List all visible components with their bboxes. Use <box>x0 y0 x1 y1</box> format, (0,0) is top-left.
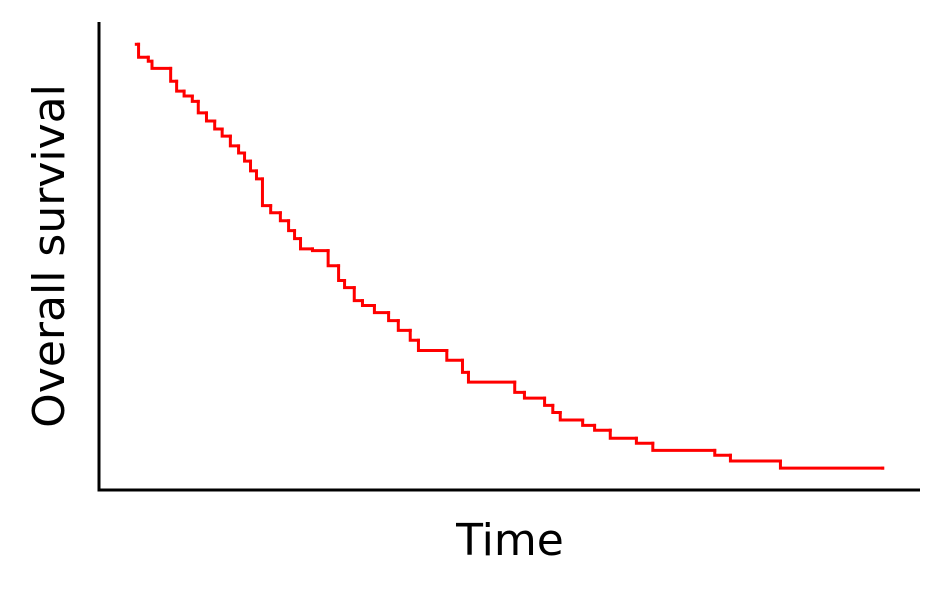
survival-step <box>522 390 547 400</box>
survival-step <box>310 247 330 253</box>
survival-step <box>293 229 303 241</box>
survival-step <box>220 127 232 138</box>
survival-step <box>150 59 173 70</box>
survival-step <box>213 119 224 131</box>
survival-step <box>593 423 612 432</box>
survival-step <box>190 94 200 103</box>
survival-step <box>416 338 449 352</box>
survival-step <box>608 428 638 440</box>
survival-step <box>558 410 585 422</box>
survival-step <box>237 144 247 155</box>
survival-step <box>175 79 186 93</box>
survival-step <box>137 42 150 59</box>
survival-step <box>299 237 314 251</box>
survival-step <box>254 169 264 181</box>
survival-step <box>713 448 732 457</box>
survival-step <box>269 204 282 215</box>
survival-step <box>228 134 241 148</box>
survival-step <box>543 396 555 407</box>
survival-step <box>513 380 526 394</box>
survival-step <box>243 151 253 163</box>
survival-step <box>372 303 391 315</box>
survival-step <box>360 299 376 307</box>
survival-step <box>408 328 420 342</box>
survival-step <box>326 249 341 268</box>
survival-step <box>287 219 297 233</box>
survival-step <box>169 66 179 83</box>
x-axis-label: Time <box>455 515 564 566</box>
survival-step <box>728 453 782 463</box>
survival-step <box>466 370 517 384</box>
survival-step <box>387 311 400 323</box>
survival-step <box>260 177 273 208</box>
survival-step <box>581 418 597 427</box>
survival-step <box>396 319 412 332</box>
survival-step <box>352 286 364 303</box>
y-axis-label: Overall survival <box>24 84 75 428</box>
survival-step <box>343 279 356 290</box>
survival-step <box>196 99 208 115</box>
survival-step <box>249 159 258 173</box>
survival-step <box>182 89 194 98</box>
survival-step <box>278 211 291 223</box>
survival-step <box>778 459 885 470</box>
survival-step <box>551 403 562 414</box>
survival-step <box>204 111 217 123</box>
survival-step <box>634 436 655 445</box>
survival-step <box>337 264 347 283</box>
survival-step <box>445 348 464 362</box>
survival-step <box>460 358 470 374</box>
survival-step <box>651 441 717 452</box>
